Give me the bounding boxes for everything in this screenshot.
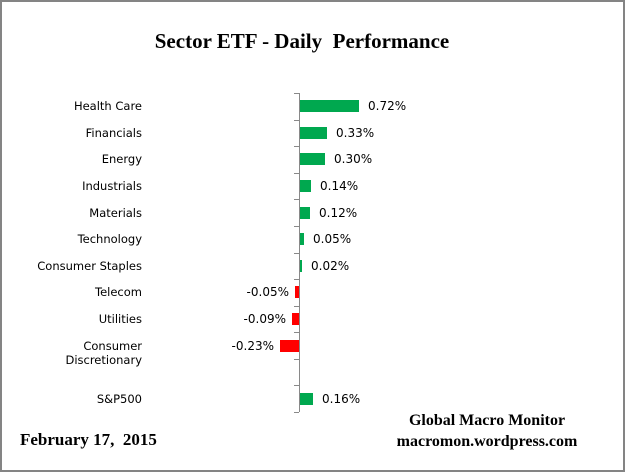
axis-tick xyxy=(294,279,299,280)
bar-negative xyxy=(280,340,299,352)
value-label: 0.30% xyxy=(334,152,373,166)
value-label: 0.16% xyxy=(322,392,361,406)
chart-title: Sector ETF - Daily Performance xyxy=(154,29,450,53)
category-label: Financials xyxy=(85,126,142,140)
value-axis xyxy=(299,93,300,412)
axis-tick xyxy=(294,199,299,200)
axis-tick xyxy=(294,332,299,333)
bar-negative xyxy=(292,313,299,325)
category-label: Materials xyxy=(89,206,142,220)
bar-negative xyxy=(295,286,299,298)
source-url: macromon.wordpress.com xyxy=(396,433,578,450)
source-attribution: Global Macro Monitor macromon.wordpress.… xyxy=(372,410,602,452)
category-label: Utilities xyxy=(98,312,142,326)
bar-positive xyxy=(300,180,311,192)
axis-tick xyxy=(294,412,299,413)
axis-tick xyxy=(294,306,299,307)
category-label: S&P500 xyxy=(96,392,142,406)
value-label: 0.05% xyxy=(313,232,352,246)
category-label: Telecom xyxy=(95,285,142,299)
axis-tick xyxy=(294,385,299,386)
category-label: Consumer Staples xyxy=(37,259,142,273)
bar-positive xyxy=(300,153,325,165)
bar-positive xyxy=(300,393,313,405)
axis-tick xyxy=(294,93,299,94)
axis-tick xyxy=(294,120,299,121)
bar-positive xyxy=(300,127,327,139)
axis-tick xyxy=(294,253,299,254)
category-label: Health Care xyxy=(73,99,142,113)
date-label: February 17, 2015 xyxy=(20,430,157,449)
bar-positive xyxy=(300,100,359,112)
source-name: Global Macro Monitor xyxy=(408,412,566,429)
value-label: 0.72% xyxy=(368,99,407,113)
bar-positive xyxy=(300,233,304,245)
value-label: 0.12% xyxy=(319,206,358,220)
category-label: Technology xyxy=(77,232,142,246)
bar-positive xyxy=(300,260,302,272)
value-label: -0.05% xyxy=(246,285,289,299)
category-label: Energy xyxy=(101,152,142,166)
bar-positive xyxy=(300,207,310,219)
axis-tick xyxy=(294,146,299,147)
category-label: Consumer Discretionary xyxy=(65,339,142,367)
value-label: 0.02% xyxy=(311,259,350,273)
value-label: -0.09% xyxy=(243,312,286,326)
axis-tick xyxy=(294,359,299,360)
axis-tick xyxy=(294,173,299,174)
value-label: -0.23% xyxy=(231,339,274,353)
category-label: Industrials xyxy=(82,179,142,193)
axis-tick xyxy=(294,226,299,227)
value-label: 0.33% xyxy=(336,126,375,140)
value-label: 0.14% xyxy=(320,179,359,193)
